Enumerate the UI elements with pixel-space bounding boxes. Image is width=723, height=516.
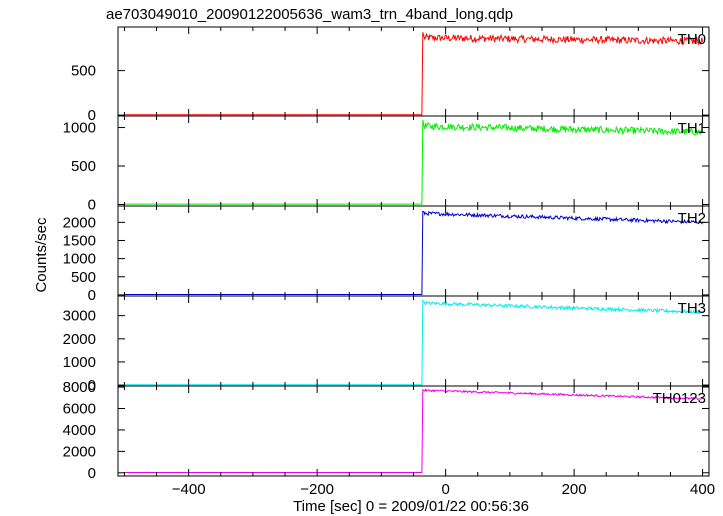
y-tick-label: 500: [71, 63, 96, 80]
y-tick-label: 500: [71, 158, 96, 175]
y-tick-label: 0: [88, 196, 96, 213]
series-th2: [124, 210, 703, 295]
y-tick-label: 4000: [63, 422, 96, 439]
panel-label: TH2: [678, 210, 706, 227]
x-tick-label: 400: [690, 481, 715, 498]
panel-label: TH0: [678, 31, 706, 48]
chart-title: ae703049010_20090122005636_wam3_trn_4ban…: [106, 6, 513, 23]
panel-th0123: 0 2000 4000 6000 8000 TH0123: [63, 379, 710, 482]
panel-label: TH1: [678, 120, 706, 137]
y-tick-label: 6000: [63, 401, 96, 418]
y-tick-label: 0: [88, 465, 96, 482]
panel-label: TH0123: [653, 390, 706, 407]
y-tick-label: 1000: [63, 120, 96, 137]
y-tick-label: 1000: [63, 251, 96, 268]
panel-th0: 0 500 TH0: [71, 26, 710, 124]
y-tick-label: 1500: [63, 232, 96, 249]
x-tick-label: −200: [300, 481, 334, 498]
y-tick-label: 2000: [63, 214, 96, 231]
y-axis-label: Counts/sec: [33, 217, 50, 293]
y-tick-label: 0: [88, 377, 96, 394]
y-tick-label: 2000: [63, 331, 96, 348]
x-tick-label: 200: [562, 481, 587, 498]
y-tick-label: 3000: [63, 308, 96, 325]
x-tick-label: 0: [441, 481, 449, 498]
series-th0123: [124, 388, 703, 473]
panel-th1: 0 500 1000 TH1: [63, 115, 710, 213]
y-tick-label: 1000: [63, 354, 96, 371]
x-axis-label: Time [sec] 0 = 2009/01/22 00:56:36: [293, 498, 529, 515]
panel-label: TH3: [678, 300, 706, 317]
series-th0: [124, 32, 704, 116]
x-axis: −400 −200 0 200 400: [172, 481, 715, 498]
y-tick-label: 500: [71, 269, 96, 286]
y-tick-label: 8000: [63, 379, 96, 396]
y-tick-label: 2000: [63, 443, 96, 460]
panel-frame: [117, 385, 710, 477]
y-tick-label: 0: [88, 107, 96, 124]
series-th3: [124, 299, 704, 386]
panel-th3: 0 1000 2000 3000 TH3: [63, 295, 710, 394]
series-th1: [124, 119, 703, 205]
panel-frame: [117, 205, 710, 297]
x-tick-label: −400: [172, 481, 206, 498]
panel-frame: [117, 115, 710, 207]
y-tick-label: 0: [88, 287, 96, 304]
